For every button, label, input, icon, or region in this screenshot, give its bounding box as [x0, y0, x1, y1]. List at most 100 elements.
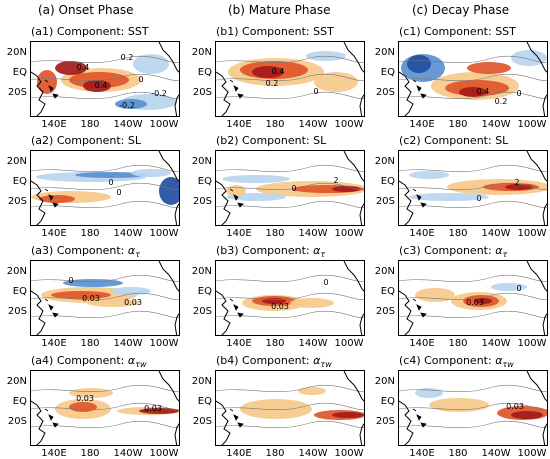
panel-title-a3: (a3) Component: ατ — [31, 244, 140, 259]
y-tick-label: 20S — [192, 416, 212, 427]
x-tick-label: 100W — [334, 228, 364, 239]
panel-title-c2: (c2) Component: SL — [399, 134, 508, 147]
panel-title-b2: (b2) Component: SL — [216, 134, 326, 147]
y-tick-label: 20S — [7, 87, 27, 98]
x-tick-label: 140W — [481, 228, 511, 239]
x-tick-label: 100W — [517, 448, 547, 459]
contour-line — [399, 55, 547, 63]
x-tick-label: 140W — [113, 228, 143, 239]
y-tick-label: 20N — [191, 376, 212, 387]
anomaly-blob — [409, 193, 489, 201]
contour-line — [399, 384, 547, 392]
map-panel-c3: 0.03 0 — [398, 260, 548, 336]
variable-subscript-a4: τw — [135, 360, 147, 370]
y-tick-label: 20S — [375, 416, 395, 427]
panel-label-c3: (c3) Component: — [399, 244, 496, 257]
anomaly-blob — [332, 412, 364, 418]
contour-line — [31, 182, 179, 190]
variable-name-c1: SST — [495, 25, 516, 38]
y-tick-label: 20S — [7, 306, 27, 317]
x-tick-label: 180 — [448, 119, 468, 130]
anomaly-blob — [415, 388, 443, 398]
anomaly-blob — [139, 408, 179, 414]
coastline-east — [526, 261, 547, 335]
y-tick-label: EQ — [197, 67, 212, 78]
x-tick-label: 140E — [41, 228, 67, 239]
islands — [44, 408, 59, 428]
y-tick-label: 20S — [7, 416, 27, 427]
contour-line — [399, 73, 547, 81]
y-tick-label: 20S — [375, 196, 395, 207]
coastline-west — [31, 180, 46, 225]
y-tick-label: 20S — [7, 196, 27, 207]
y-tick-label: EQ — [12, 67, 27, 78]
anomaly-blob — [409, 171, 449, 179]
variable-name-b4: ατw — [313, 354, 332, 370]
contour-label: -0.2 — [119, 101, 135, 110]
contour-line — [31, 164, 179, 172]
contour-line — [399, 182, 547, 190]
y-tick-label: EQ — [197, 396, 212, 407]
x-tick-label: 140E — [226, 228, 252, 239]
map-panel-a1: 0.2 0.4 0.4 0 -0.2 -0.2 — [30, 41, 180, 117]
y-tick-label: EQ — [197, 286, 212, 297]
coastline-east — [343, 261, 364, 335]
anomaly-blob — [314, 72, 358, 92]
contour-label: 0.03 — [506, 402, 524, 411]
panel-title-c4: (c4) Component: ατw — [399, 354, 514, 369]
panel-label-b4: (b4) Component: — [216, 354, 314, 367]
contour-label: -0.2 — [151, 89, 167, 98]
panel-title-c3: (c3) Component: ατ — [399, 244, 507, 259]
map-panel-a4: 0.03 0.03 — [30, 370, 180, 446]
contour-line — [216, 164, 364, 172]
anomaly-blob — [37, 70, 57, 94]
y-tick-label: 20N — [6, 376, 27, 387]
contour-line — [31, 55, 179, 63]
y-tick-label: 20N — [6, 47, 27, 58]
y-tick-label: 20N — [374, 266, 395, 277]
map-panel-b3: 0.03 0 — [215, 260, 365, 336]
contour-label: 0.4 — [95, 81, 108, 90]
contour-label: 0.03 — [144, 404, 162, 413]
panel-title-b1: (b1) Component: SST — [216, 25, 334, 38]
anomaly-blob — [332, 186, 360, 192]
anomaly-blob — [39, 195, 75, 203]
x-tick-label: 100W — [149, 119, 179, 130]
x-tick-label: 140W — [298, 338, 328, 349]
panel-label-a2: (a2) Component: — [31, 134, 128, 147]
panel-label-a3: (a3) Component: — [31, 244, 128, 257]
coastline-west — [399, 71, 414, 116]
x-tick-label: 140E — [409, 448, 435, 459]
column-title-decay: (c) Decay Phase — [412, 3, 510, 17]
x-tick-label: 140W — [481, 448, 511, 459]
coastline-east — [526, 151, 547, 225]
variable-name-b1: SST — [313, 25, 334, 38]
islands — [412, 298, 427, 318]
y-tick-label: EQ — [380, 67, 395, 78]
coastline-west — [216, 180, 231, 225]
anomaly-blob — [415, 288, 455, 302]
y-tick-label: EQ — [12, 396, 27, 407]
contour-line — [216, 402, 364, 410]
islands — [44, 79, 59, 99]
contour-label: 0.4 — [77, 63, 90, 72]
anomaly-blob — [87, 299, 139, 307]
x-tick-label: 180 — [448, 228, 468, 239]
anomaly-blob — [69, 402, 97, 412]
x-tick-label: 140W — [298, 119, 328, 130]
variable-subscript-a3: τ — [135, 250, 140, 260]
anomaly-blob — [474, 298, 492, 304]
coastline-east — [158, 261, 179, 335]
y-tick-label: EQ — [380, 286, 395, 297]
anomaly-blob — [511, 411, 543, 419]
anomaly-blob — [159, 177, 179, 205]
contour-line — [31, 73, 179, 81]
contour-label: 0 — [476, 194, 481, 203]
y-tick-label: EQ — [380, 176, 395, 187]
y-tick-label: 20S — [192, 87, 212, 98]
islands — [229, 188, 244, 208]
contour-label: 0 — [323, 278, 328, 287]
panel-label-c1: (c1) Component: — [399, 25, 496, 38]
islands — [412, 188, 427, 208]
